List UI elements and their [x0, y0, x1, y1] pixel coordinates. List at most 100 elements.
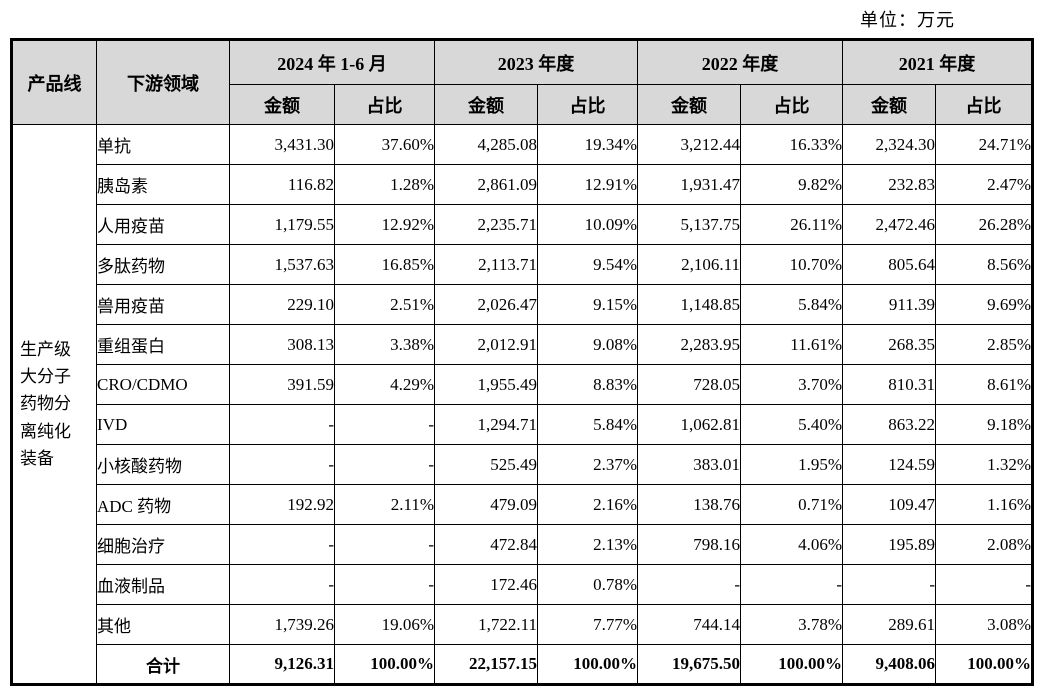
amount-cell: 1,062.81: [637, 404, 741, 445]
share-cell: 26.11%: [740, 204, 843, 245]
table-row: 小核酸药物 - -525.49 2.37% 383.01 1.95% 124.59 1.32%: [12, 444, 1033, 485]
amount-cell: 1,739.26: [229, 604, 335, 645]
share-cell: 1.95%: [740, 444, 843, 485]
share-cell: -: [740, 564, 843, 605]
sector-cell: ADC 药物: [96, 484, 230, 525]
amount-cell: 744.14: [637, 604, 741, 645]
share-cell: 16.85%: [334, 244, 435, 285]
amount-cell: 172.46: [434, 564, 538, 605]
header-amount-2023: 金额: [434, 84, 538, 125]
amount-cell: 4,285.08: [434, 124, 538, 165]
share-cell: 3.08%: [935, 604, 1033, 645]
amount-cell: 472.84: [434, 524, 538, 565]
header-share-2021: 占比: [935, 84, 1033, 125]
header-period-row: 产品线 下游领域 2024 年 1-6 月 2023 年度 2022 年度 20…: [11, 39, 1033, 125]
share-cell: -: [334, 524, 435, 565]
amount-cell: 1,931.47: [637, 164, 741, 205]
amount-cell: 195.89: [842, 524, 936, 565]
share-cell: 9.18%: [935, 404, 1033, 445]
total-label: 合计: [96, 644, 230, 685]
share-cell: -: [334, 564, 435, 605]
share-cell: 19.34%: [537, 124, 638, 165]
table-row: IVD - -1,294.71 5.84% 1,062.81 5.40% 863.22 9.1…: [12, 404, 1033, 445]
share-cell: 3.38%: [334, 324, 435, 365]
amount-cell: 1,955.49: [434, 364, 538, 405]
sector-cell: 单抗: [96, 124, 230, 165]
amount-cell: 805.64: [842, 244, 936, 285]
share-cell: 3.78%: [740, 604, 843, 645]
share-cell: 9.54%: [537, 244, 638, 285]
header-period-2024h1: 2024 年 1-6 月: [229, 39, 435, 85]
sector-cell: 血液制品: [96, 564, 230, 605]
share-cell: -: [334, 444, 435, 485]
amount-cell: 383.01: [637, 444, 741, 485]
share-cell: 4.29%: [334, 364, 435, 405]
table-row: 多肽药物 1,537.63 16.85% 2,113.71 9.54% 2,106.11 1…: [12, 244, 1033, 285]
table-row: 细胞治疗 - -472.84 2.13% 798.16 4.06% 195.89 2.08%: [12, 524, 1033, 565]
amount-cell: -: [842, 564, 936, 605]
amount-cell: 2,235.71: [434, 204, 538, 245]
amount-cell: 2,324.30: [842, 124, 936, 165]
sector-cell: 小核酸药物: [96, 444, 230, 485]
header-sub-row: 金额 占比 金额 占比 金额 占比 金额 占比: [12, 84, 1033, 125]
amount-cell: 3,212.44: [637, 124, 741, 165]
total-share-cell: 100.00%: [935, 644, 1033, 685]
share-cell: 7.77%: [537, 604, 638, 645]
amount-cell: 109.47: [842, 484, 936, 525]
amount-cell: 124.59: [842, 444, 936, 485]
amount-cell: -: [229, 444, 335, 485]
amount-cell: 2,861.09: [434, 164, 538, 205]
amount-cell: -: [637, 564, 741, 605]
table-row: 其他 1,739.26 19.06% 1,722.11 7.77% 744.14 3.78%…: [12, 604, 1033, 645]
header-downstream: 下游领域: [96, 39, 230, 125]
total-amount-cell: 22,157.15: [434, 644, 538, 685]
share-cell: 9.69%: [935, 284, 1033, 325]
table-row: 重组蛋白 308.13 3.38% 2,012.91 9.08% 2,283.95 11.6…: [12, 324, 1033, 365]
header-period-2021: 2021 年度: [842, 39, 1033, 85]
table-row: 胰岛素 116.82 1.28% 2,861.09 12.91% 1,931.47 9.82…: [12, 164, 1033, 205]
header-share-2022: 占比: [740, 84, 843, 125]
sector-cell: 其他: [96, 604, 230, 645]
amount-cell: 5,137.75: [637, 204, 741, 245]
sector-cell: CRO/CDMO: [96, 364, 230, 405]
amount-cell: 911.39: [842, 284, 936, 325]
share-cell: 0.71%: [740, 484, 843, 525]
share-cell: 5.84%: [537, 404, 638, 445]
amount-cell: 2,472.46: [842, 204, 936, 245]
share-cell: 2.16%: [537, 484, 638, 525]
share-cell: 2.11%: [334, 484, 435, 525]
amount-cell: 1,294.71: [434, 404, 538, 445]
amount-cell: 1,148.85: [637, 284, 741, 325]
share-cell: 3.70%: [740, 364, 843, 405]
amount-cell: 116.82: [229, 164, 335, 205]
amount-cell: 728.05: [637, 364, 741, 405]
amount-cell: 308.13: [229, 324, 335, 365]
amount-cell: 2,106.11: [637, 244, 741, 285]
share-cell: 11.61%: [740, 324, 843, 365]
share-cell: 19.06%: [334, 604, 435, 645]
amount-cell: 232.83: [842, 164, 936, 205]
sector-cell: IVD: [96, 404, 230, 445]
amount-cell: 525.49: [434, 444, 538, 485]
header-period-2023: 2023 年度: [434, 39, 638, 85]
amount-cell: 1,722.11: [434, 604, 538, 645]
share-cell: 1.16%: [935, 484, 1033, 525]
share-cell: 8.56%: [935, 244, 1033, 285]
sector-cell: 胰岛素: [96, 164, 230, 205]
amount-cell: 268.35: [842, 324, 936, 365]
sector-cell: 人用疫苗: [96, 204, 230, 245]
share-cell: 5.84%: [740, 284, 843, 325]
header-product-line: 产品线: [11, 39, 97, 125]
share-cell: 12.92%: [334, 204, 435, 245]
share-cell: 26.28%: [935, 204, 1033, 245]
amount-cell: 1,179.55: [229, 204, 335, 245]
unit-label: 单位：万元: [860, 10, 955, 30]
product-line-cell: 生产级大分子药物分离纯化装备: [11, 124, 97, 685]
share-cell: 10.09%: [537, 204, 638, 245]
total-share-cell: 100.00%: [740, 644, 843, 685]
table-row: 生产级大分子药物分离纯化装备 单抗 3,431.30 37.60% 4,285.08 19…: [11, 124, 1033, 685]
share-cell: 2.85%: [935, 324, 1033, 365]
share-cell: 2.13%: [537, 524, 638, 565]
share-cell: 9.08%: [537, 324, 638, 365]
